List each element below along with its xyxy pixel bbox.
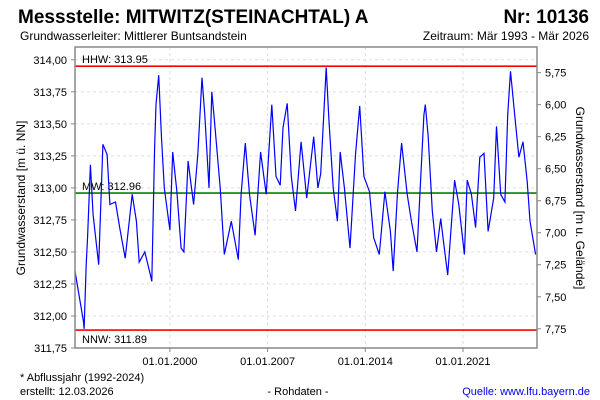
x-axis: 01.01.2000 01.01.2007 01.01.2014 01.01.2021 — [142, 348, 491, 368]
plot-frame — [74, 46, 538, 349]
source-link[interactable]: Quelle: www.lfu.bayern.de — [462, 386, 590, 398]
chart-title: Messstelle: MITWITZ(STEINACHTAL) A — [18, 7, 369, 28]
y-tick-label: 313,75 — [33, 87, 67, 99]
created-date: erstellt: 12.03.2026 — [20, 386, 114, 398]
y-axis-label-right: Grundwasserstand [m u. Gelände] — [573, 107, 587, 290]
reference-label-mw: MW: 312.96 — [82, 181, 141, 193]
y-tick-label: 313,50 — [33, 119, 67, 131]
series-line-groundwater — [74, 67, 537, 329]
y-right-tick-label: 7,75 — [545, 324, 566, 336]
station-number: Nr: 10136 — [503, 7, 589, 28]
y-tick-label: 312,50 — [33, 247, 67, 259]
y-tick-label: 312,75 — [33, 215, 67, 227]
y-tick-label: 311,75 — [34, 343, 67, 355]
x-tick-label: 01.01.2014 — [338, 356, 393, 368]
y-right-tick-label: 6,00 — [545, 100, 566, 112]
grid — [75, 47, 537, 349]
aquifer-label: Grundwasserleiter: Mittlerer Buntsandste… — [20, 29, 247, 43]
period-label: Zeitraum: Mär 1993 - Mär 2026 — [423, 29, 589, 43]
y-tick-label: 312,25 — [33, 279, 67, 291]
x-tick-label: 01.01.2000 — [142, 356, 197, 368]
y-right-tick-label: 6,50 — [545, 164, 566, 176]
y-right-tick-label: 6,25 — [545, 132, 566, 144]
y-right-tick-label: 7,50 — [545, 292, 566, 304]
x-tick-label: 01.01.2021 — [435, 356, 490, 368]
data-type-label: - Rohdaten - — [267, 386, 328, 398]
x-tick-label: 01.01.2007 — [240, 356, 295, 368]
y-axis-label-left: Grundwasserstand [m ü. NN] — [14, 121, 28, 276]
y-tick-label: 314,00 — [33, 55, 67, 67]
y-right-tick-label: 7,00 — [545, 228, 566, 240]
y-tick-label: 313,25 — [33, 151, 67, 163]
y-tick-label: 312,00 — [33, 311, 67, 323]
reference-lines: HHW: 313.95 MW: 312.96 NNW: 311.89 — [75, 54, 537, 346]
y-right-tick-label: 7,25 — [545, 260, 566, 272]
y-axis-right: 5,75 6,00 6,25 6,50 6,75 7,00 7,25 7,50 7,75 — [537, 68, 566, 336]
footnote: * Abflussjahr (1992-2024) — [20, 372, 144, 384]
y-tick-label: 313,00 — [33, 183, 67, 195]
y-axis-left: 314,00 313,75 313,50 313,25 313,00 312,75 312,… — [33, 55, 75, 355]
y-right-tick-label: 6,75 — [545, 196, 566, 208]
reference-label-nnw: NNW: 311.89 — [82, 334, 147, 346]
reference-label-hhw: HHW: 313.95 — [82, 54, 148, 66]
y-right-tick-label: 5,75 — [545, 68, 566, 80]
